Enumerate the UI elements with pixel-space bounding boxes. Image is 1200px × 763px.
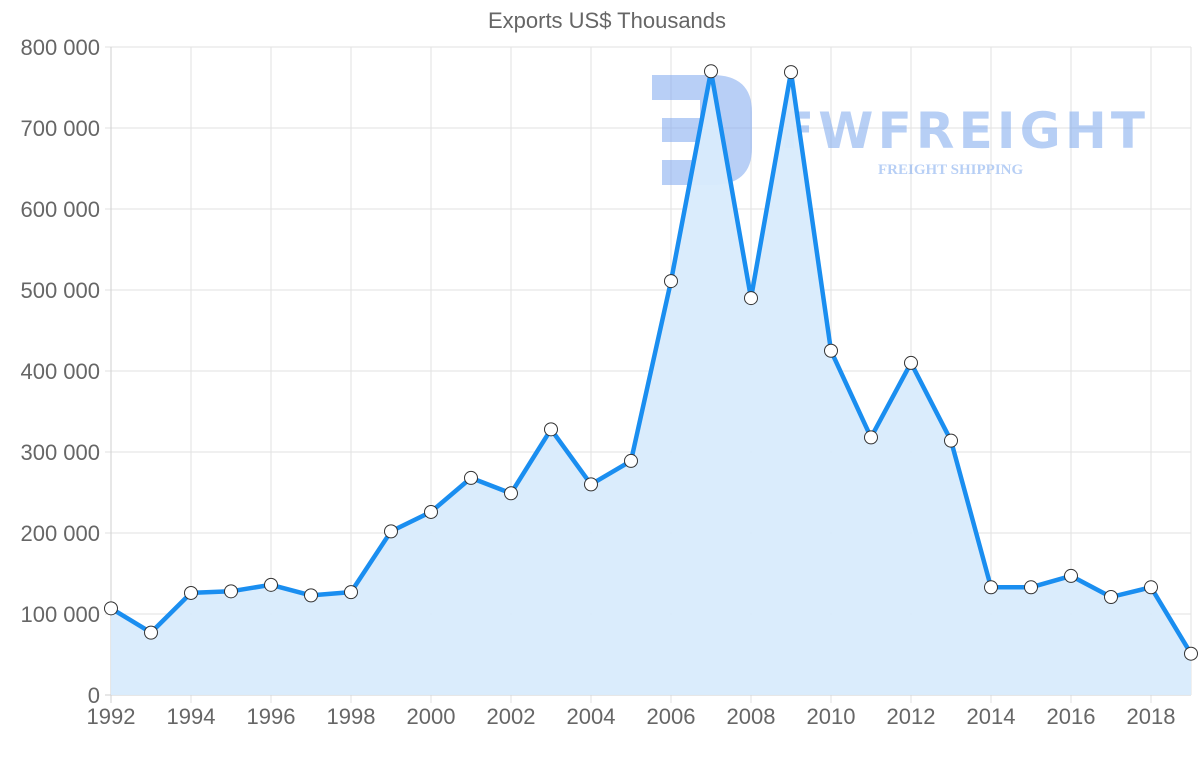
data-point[interactable] [984, 580, 998, 595]
data-point[interactable] [1184, 646, 1198, 661]
watermark-tagline: FREIGHT SHIPPING [878, 162, 1023, 178]
data-point[interactable] [144, 625, 158, 640]
data-point[interactable] [784, 65, 798, 80]
x-tick-label: 1996 [247, 704, 296, 729]
data-line [109, 69, 1193, 655]
y-tick-label: 0 [88, 683, 100, 708]
x-tick-label: 2018 [1127, 704, 1176, 729]
y-tick-label: 300 000 [20, 440, 100, 465]
y-axis: 0 100 000 200 000 300 000 400 000 500 000 600 … [20, 35, 100, 708]
data-point[interactable] [464, 470, 478, 485]
data-points [104, 64, 1198, 661]
area-fill [111, 71, 1191, 696]
data-point[interactable] [384, 524, 398, 539]
data-point[interactable] [264, 577, 278, 592]
y-tick-label: 700 000 [20, 116, 100, 141]
y-tick-label: 500 000 [20, 278, 100, 303]
y-tick-label: 600 000 [20, 197, 100, 222]
data-point[interactable] [1024, 580, 1038, 595]
x-axis: 1992 1994 1996 1998 2000 2002 2004 2006 2008 2010… [87, 704, 1176, 729]
y-tick-label: 200 000 [20, 521, 100, 546]
data-point[interactable] [864, 430, 878, 445]
data-point[interactable] [344, 585, 358, 600]
x-tick-label: 2014 [967, 704, 1016, 729]
data-point[interactable] [304, 588, 318, 603]
data-point[interactable] [504, 486, 518, 501]
data-point[interactable] [184, 585, 198, 600]
chart-title: Exports US$ Thousands [487, 8, 727, 33]
data-point[interactable] [1144, 580, 1158, 595]
data-point[interactable] [944, 433, 958, 448]
x-tick-label: 1994 [167, 704, 216, 729]
x-tick-label: 1992 [87, 704, 136, 729]
x-tick-label: 2002 [487, 704, 536, 729]
x-tick-label: 2010 [807, 704, 856, 729]
x-tick-label: 2012 [887, 704, 936, 729]
x-tick-label: 2004 [567, 704, 616, 729]
x-tick-label: 2006 [647, 704, 696, 729]
x-tick-label: 2016 [1047, 704, 1096, 729]
watermark-brand: FWFREIGHT [780, 102, 1145, 160]
data-point[interactable] [104, 601, 118, 616]
data-point[interactable] [424, 504, 438, 519]
data-point[interactable] [704, 64, 718, 79]
data-point[interactable] [824, 343, 838, 358]
data-point[interactable] [1064, 568, 1078, 583]
x-tick-label: 2000 [407, 704, 456, 729]
x-tick-label: 2008 [727, 704, 776, 729]
data-point[interactable] [224, 584, 238, 599]
y-tick-label: 800 000 [20, 35, 100, 60]
x-tick-label: 1998 [327, 704, 376, 729]
data-point[interactable] [744, 291, 758, 306]
data-point[interactable] [904, 355, 918, 370]
data-point[interactable] [584, 477, 598, 492]
watermark-logo: FWFREIGHT FREIGHT SHIPPING [652, 75, 1145, 185]
y-tick-label: 100 000 [20, 602, 100, 627]
y-tick-label: 400 000 [20, 359, 100, 384]
data-point[interactable] [624, 453, 638, 468]
data-point[interactable] [544, 422, 558, 437]
data-point[interactable] [1104, 589, 1118, 604]
data-point[interactable] [664, 274, 678, 289]
